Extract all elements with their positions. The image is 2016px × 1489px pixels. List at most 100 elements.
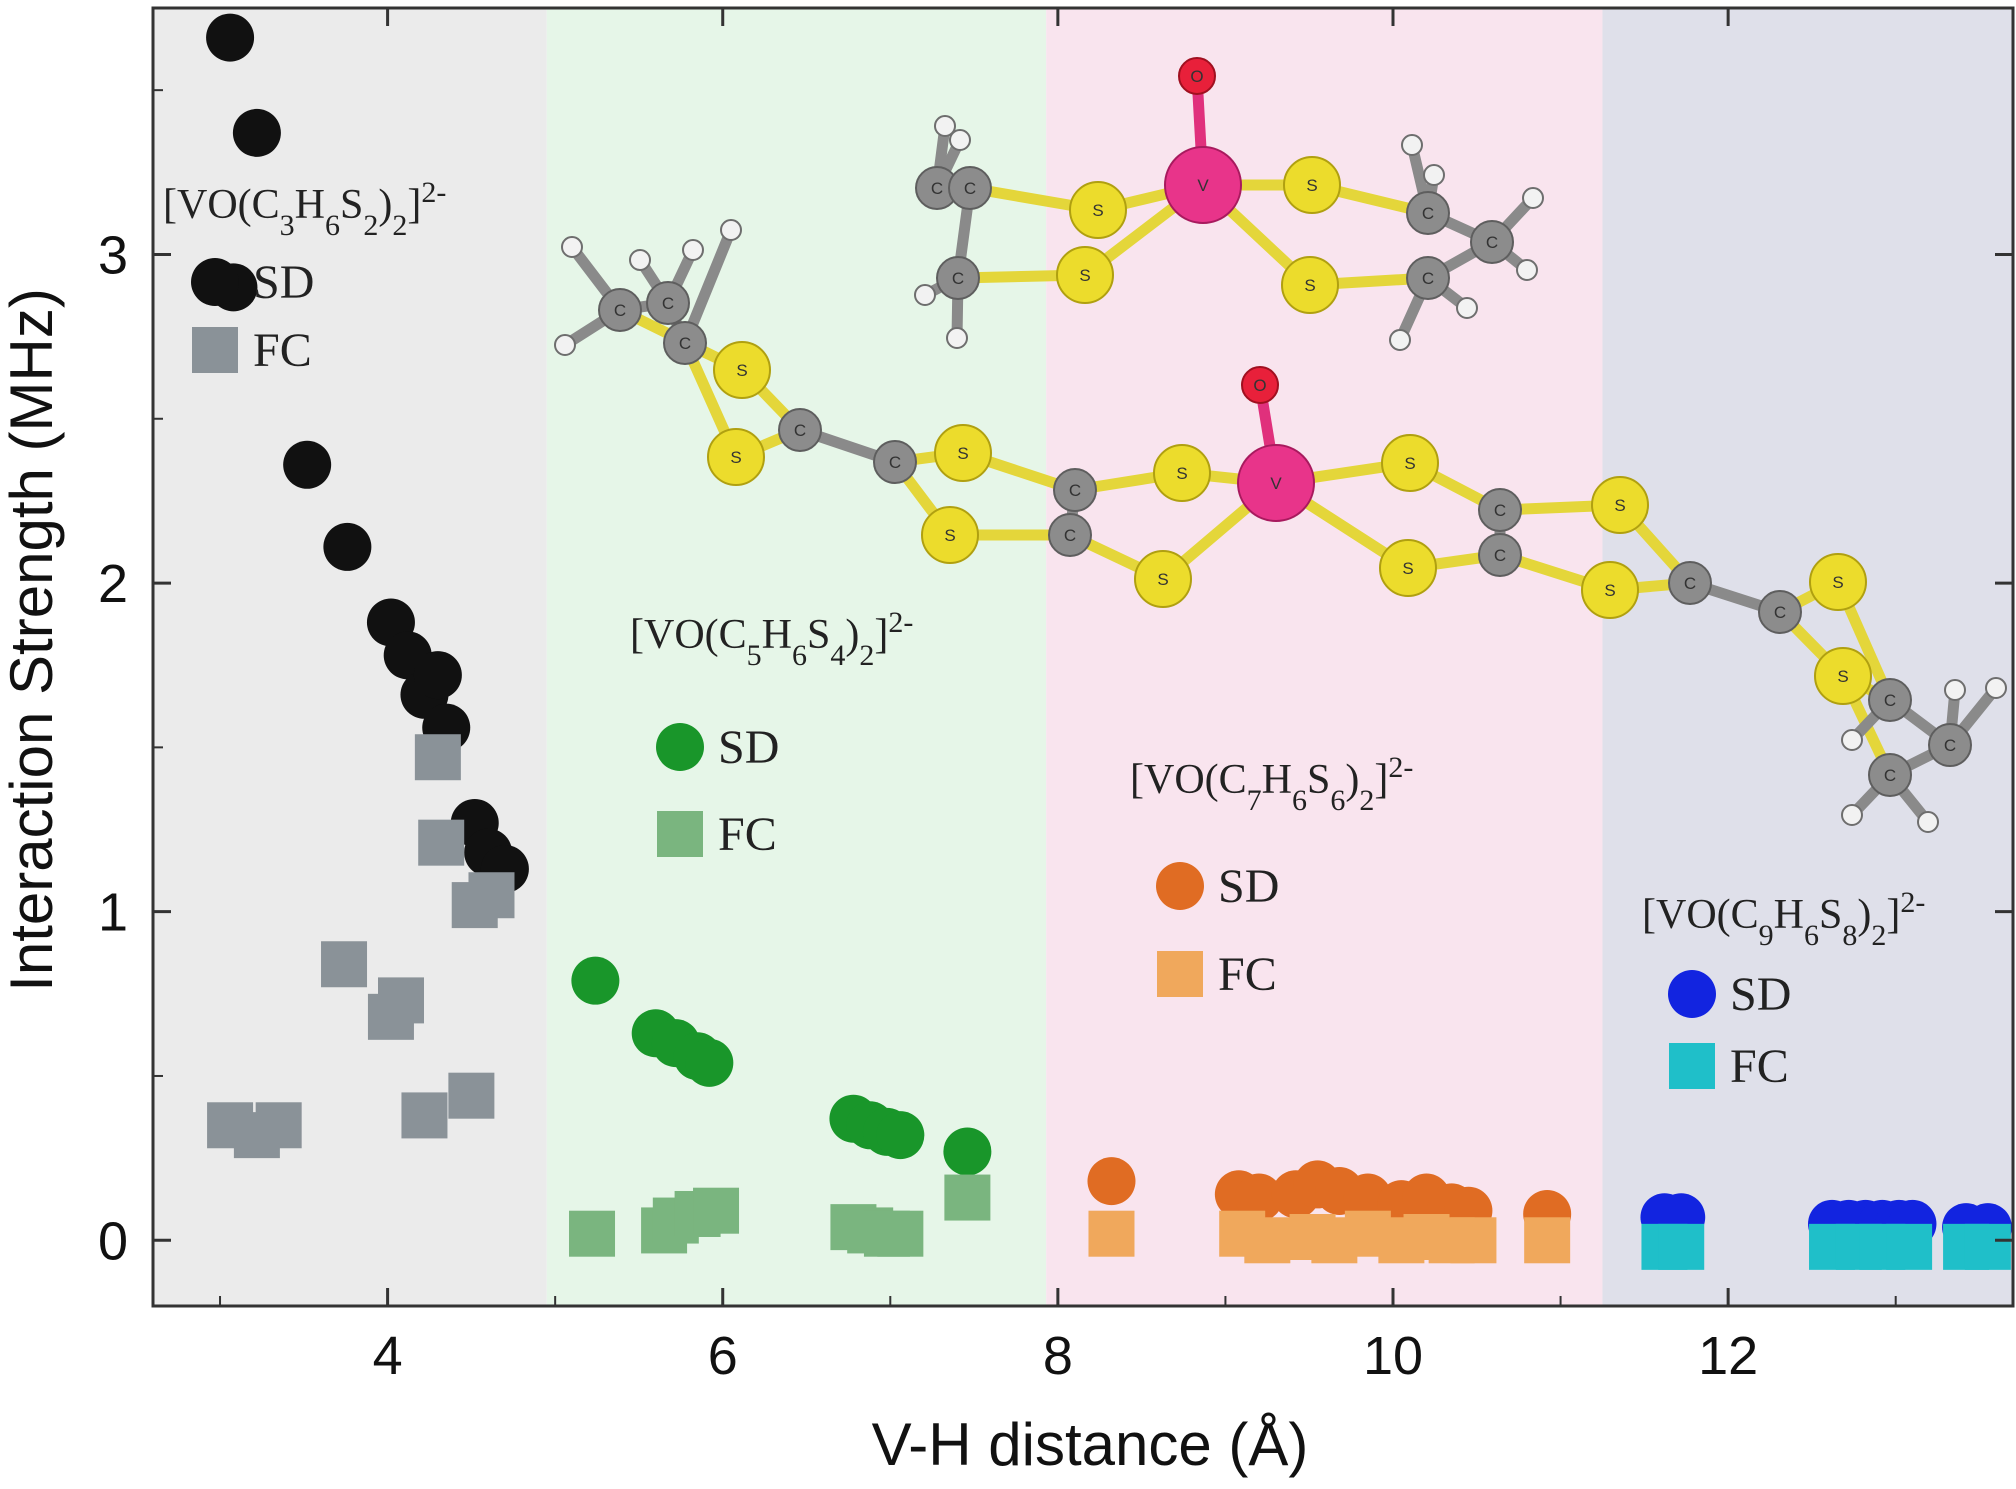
atom-o — [1178, 57, 1216, 95]
atom-c — [1928, 723, 1972, 767]
sd-point — [1087, 1157, 1136, 1206]
legend-fc-label: FC — [1218, 948, 1277, 1001]
formula-part: 2- — [421, 176, 446, 209]
formula-part: ] — [874, 612, 888, 658]
atom-label: C — [794, 421, 806, 440]
atom-label: S — [1604, 581, 1615, 600]
fc-point — [418, 819, 465, 866]
atom-h — [682, 239, 704, 261]
atom-h — [1944, 679, 1966, 701]
atom-label: C — [931, 179, 943, 198]
atom-h — [1841, 729, 1863, 751]
formula-part: 2 — [1359, 784, 1374, 817]
atom-label: O — [1190, 67, 1203, 86]
molecule-annotations: [VO(C3H6S2)2]2-SDFC[VO(C5H6S4)2]2-SDFC[V… — [163, 176, 1925, 1094]
atom-h — [934, 115, 956, 137]
formula-part: S — [807, 612, 830, 658]
atom-o — [1241, 366, 1279, 404]
atom-c — [1406, 191, 1450, 235]
atom-label: V — [1270, 474, 1282, 493]
atom-c — [663, 321, 707, 365]
series-3-sd — [571, 956, 992, 1176]
sd-point — [685, 1038, 734, 1087]
atom-label: S — [957, 444, 968, 463]
atom-label: S — [1092, 201, 1103, 220]
formula-part: 9 — [1759, 919, 1774, 952]
formula-part: H — [1262, 757, 1292, 803]
fc-point — [1088, 1210, 1135, 1257]
formula-part: H — [1774, 892, 1804, 938]
atom-s — [1056, 246, 1114, 304]
legend-sd-marker — [1156, 862, 1204, 910]
series-6-fc — [1088, 1210, 1571, 1264]
formula-part: [VO(C — [1642, 892, 1759, 938]
annotation-molecule-1: [VO(C3H6S2)2]2- SD FC — [163, 176, 446, 378]
atom-label: S — [1304, 276, 1315, 295]
fc-point — [1964, 1223, 2011, 1270]
formula-part: [VO(C — [163, 182, 280, 228]
sd-point — [323, 522, 372, 571]
atom-s — [1069, 181, 1127, 239]
formula-part: 2- — [1900, 886, 1925, 919]
legend-sd-label: SD — [1218, 860, 1279, 913]
atom-c — [948, 166, 992, 210]
sd-point — [283, 440, 332, 489]
formula-part: 6 — [1330, 784, 1345, 817]
fc-point — [468, 872, 515, 919]
atom-h — [1841, 804, 1863, 826]
sd-point — [206, 13, 255, 62]
atom-label: O — [1253, 376, 1266, 395]
annotation-molecule-2: [VO(C5H6S4)2]2- SD FC — [630, 606, 913, 862]
atom-h — [949, 129, 971, 151]
x-axis-title: V-H distance (Å) — [872, 1411, 1309, 1478]
atom-label: C — [679, 334, 691, 353]
sd-point — [571, 956, 620, 1005]
atom-s — [1581, 561, 1639, 619]
legend-sd-label: SD — [253, 256, 314, 309]
atom-label: S — [736, 361, 747, 380]
atom-c — [1406, 256, 1450, 300]
molecule-structures: O V S S S S C C C C C C O V S S S S C C S S C C S S C C C C C S S C C S S C C C — [554, 57, 2007, 833]
formula-part: S — [340, 182, 363, 228]
atom-label: S — [1402, 559, 1413, 578]
sd-point — [1234, 1173, 1283, 1222]
x-tick-label: 10 — [1363, 1326, 1423, 1386]
atom-h — [561, 236, 583, 258]
series-4-fc — [569, 1174, 991, 1257]
atom-label: S — [1614, 496, 1625, 515]
atom-s — [1814, 647, 1872, 705]
atom-label: C — [1944, 736, 1956, 755]
fc-point — [1524, 1217, 1571, 1264]
atom-c — [1478, 533, 1522, 577]
legend-fc-marker — [657, 811, 703, 857]
formula-part: ] — [407, 182, 421, 228]
atom-label: S — [1404, 454, 1415, 473]
formula-part: ) — [378, 182, 392, 228]
legend-fc-marker — [192, 327, 238, 373]
fc-point — [1886, 1223, 1933, 1270]
formula-part: 2- — [888, 606, 913, 639]
formula-part: ) — [845, 612, 859, 658]
atom-c — [1868, 678, 1912, 722]
fc-point — [1244, 1217, 1291, 1264]
x-tick-label: 12 — [1698, 1326, 1758, 1386]
atom-s — [1379, 539, 1437, 597]
atom-s — [1591, 476, 1649, 534]
atom-h — [1423, 164, 1445, 186]
formula-part: ) — [1857, 892, 1871, 938]
atom-label: C — [1064, 526, 1076, 545]
formula-part: 6 — [1804, 919, 1819, 952]
atom-c — [1048, 513, 1092, 557]
atom-label: S — [730, 448, 741, 467]
atom-label: C — [1884, 691, 1896, 710]
atom-s — [1134, 550, 1192, 608]
y-axis-title: Interaction Strength (MHz) — [0, 288, 65, 992]
x-tick-label: 4 — [373, 1326, 403, 1386]
atom-h — [946, 327, 968, 349]
atom-h — [554, 334, 576, 356]
formula-part: 2 — [392, 209, 407, 242]
formula-part: 2 — [1871, 919, 1886, 952]
atom-label: C — [1422, 269, 1434, 288]
atom-label: S — [1837, 667, 1848, 686]
